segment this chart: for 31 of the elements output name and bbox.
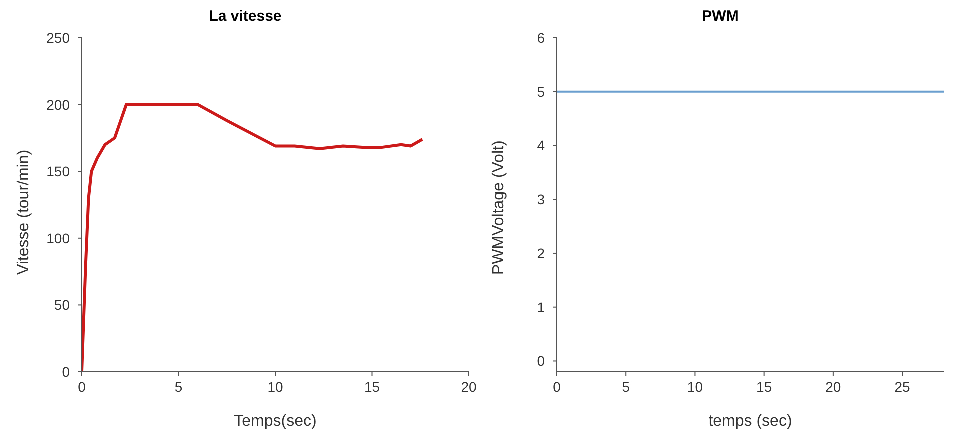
x-tick-label: 20 — [826, 378, 842, 395]
y-tick-label: 1 — [537, 299, 546, 316]
x-tick-label: 15 — [364, 378, 380, 395]
x-tick-label: 10 — [687, 378, 704, 395]
x-tick-label: 10 — [268, 378, 284, 395]
x-tick-label: 0 — [78, 378, 86, 395]
y-tick-label: 50 — [54, 297, 70, 314]
y-tick-label: 5 — [537, 84, 546, 100]
y-tick-label: 0 — [537, 353, 546, 370]
chart-title: La vitesse — [208, 8, 283, 25]
chart-title: PWM — [701, 8, 740, 25]
x-tick-label: 25 — [894, 378, 911, 395]
y-tick-label: 2 — [537, 245, 546, 262]
x-tick-label: 20 — [461, 378, 477, 395]
y-tick-label: 0 — [62, 364, 70, 380]
y-axis-title: PWMVoltage (Volt) — [490, 140, 508, 275]
x-axis-title: temps (sec) — [708, 413, 792, 430]
line-series — [82, 103, 424, 372]
x-tick-label: 5 — [174, 378, 183, 395]
y-tick-label: 100 — [46, 230, 70, 246]
y-tick-label: 150 — [46, 164, 70, 180]
y-axis-title: Vitesse (tour/min) — [16, 150, 33, 275]
x-tick-label: 15 — [756, 378, 772, 395]
x-tick-label: 5 — [622, 378, 630, 395]
y-tick-label: 250 — [46, 30, 70, 46]
x-tick-label: 0 — [553, 378, 562, 395]
y-tick-label: 6 — [537, 30, 546, 46]
x-axis-title: Temps(sec) — [234, 413, 317, 430]
y-tick-label: 3 — [537, 192, 546, 208]
y-tick-label: 200 — [46, 96, 70, 113]
y-tick-label: 4 — [537, 138, 546, 154]
